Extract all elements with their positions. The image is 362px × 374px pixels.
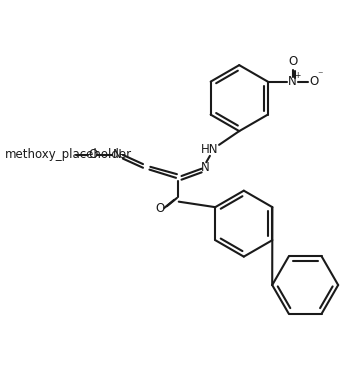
- Text: HN: HN: [201, 143, 219, 156]
- Text: O: O: [288, 55, 297, 68]
- Text: methoxy_placeholder: methoxy_placeholder: [5, 148, 132, 162]
- Text: N: N: [201, 161, 210, 174]
- Text: O: O: [309, 75, 318, 88]
- Text: O: O: [155, 202, 164, 215]
- Text: N: N: [113, 148, 122, 162]
- Text: O: O: [88, 148, 97, 162]
- Text: ⁻: ⁻: [317, 70, 323, 80]
- Text: N: N: [288, 75, 297, 88]
- Text: +: +: [294, 71, 300, 80]
